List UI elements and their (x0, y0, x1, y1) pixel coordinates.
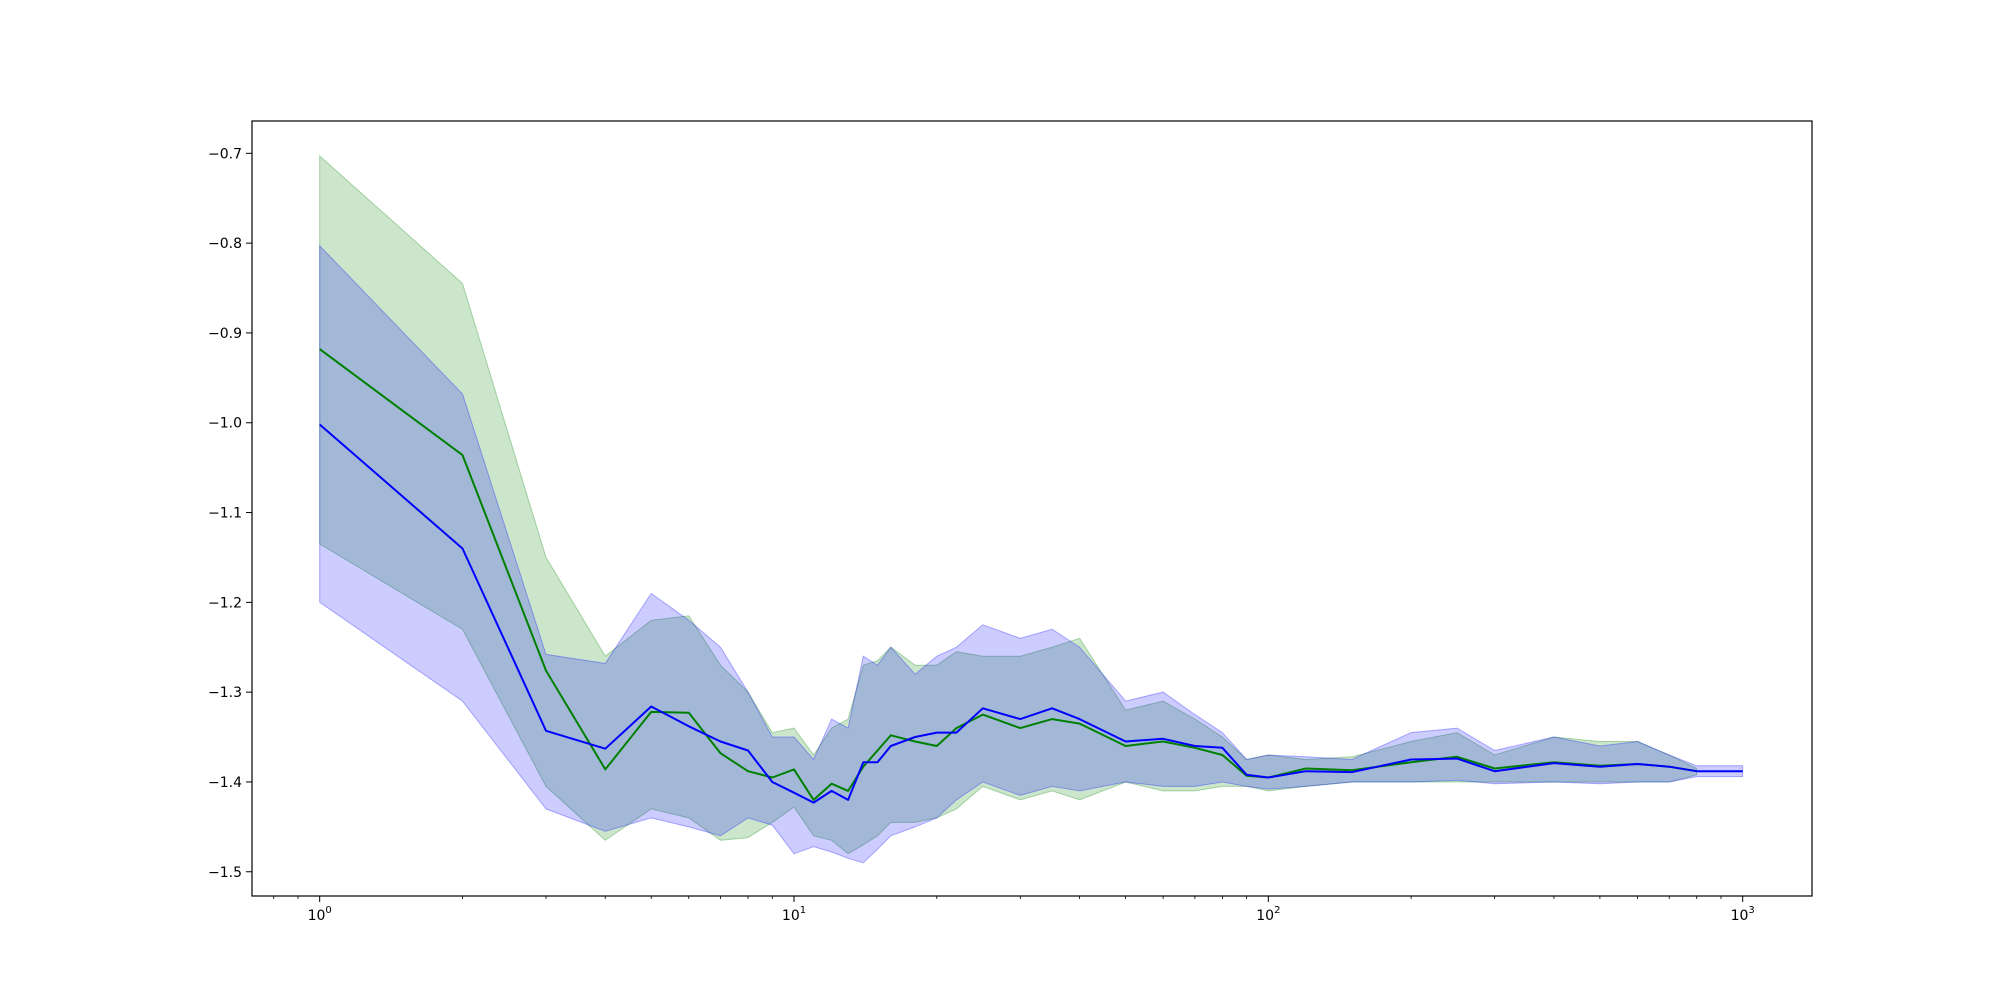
confidence-band-1 (319, 244, 1744, 864)
y-tick-label: −1.1 (208, 506, 242, 522)
series-line-1 (319, 423, 1743, 804)
confidence-bands (319, 154, 1744, 864)
y-tick-label: −0.9 (208, 326, 242, 342)
x-tick-label: 103 (1731, 905, 1755, 924)
series-lines (319, 348, 1743, 804)
x-tick-label: 101 (782, 905, 806, 924)
y-tick-label: −1.0 (208, 416, 242, 432)
y-tick-label: −1.4 (208, 775, 242, 791)
x-tick-label: 100 (308, 905, 332, 924)
y-tick-label: −1.3 (208, 685, 242, 701)
plot-frame (251, 120, 1813, 897)
y-tick-label: −0.7 (208, 146, 242, 162)
confidence-band-0 (319, 154, 1698, 855)
y-tick-label: −1.5 (208, 865, 242, 881)
x-tick-label: 102 (1256, 905, 1280, 924)
y-tick-label: −1.2 (208, 595, 242, 611)
y-axis: −0.7 −0.8 −0.9 −1.0 −1.1 −1.2 −1.3 −1.4 −1.5 (208, 146, 252, 881)
y-tick-label: −0.8 (208, 236, 242, 252)
x-axis: 100 101 102 103 (273, 896, 1755, 924)
